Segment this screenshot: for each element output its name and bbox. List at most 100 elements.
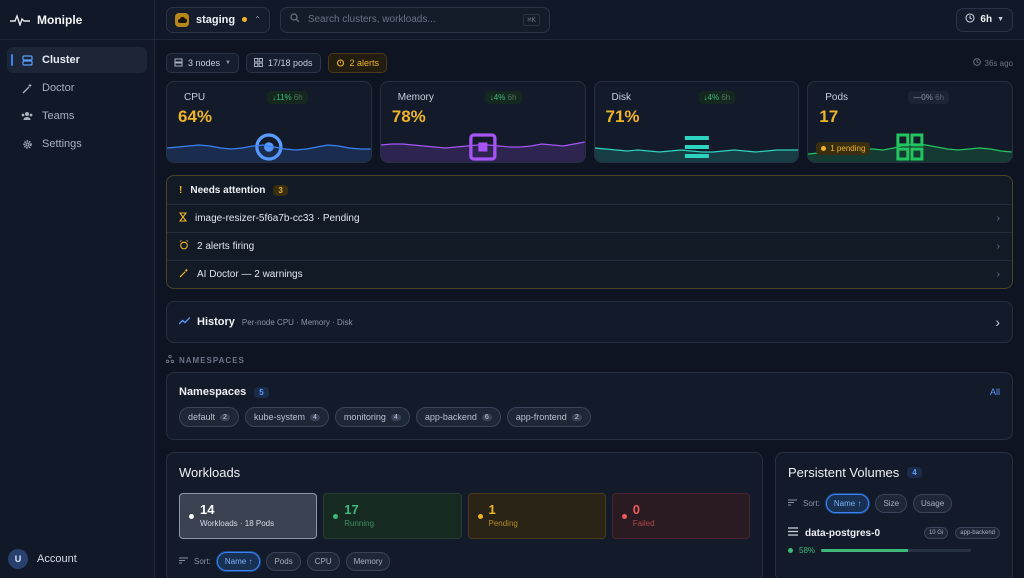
metric-delta: ↓4% 6h (698, 91, 736, 104)
namespace-pill-app-frontend[interactable]: app-frontend 2 (506, 407, 591, 427)
environment-selector[interactable]: staging ⌃ (166, 6, 270, 33)
topbar: staging ⌃ ⌘K 6h ▼ (155, 0, 1024, 40)
sidebar-item-settings[interactable]: Settings (7, 131, 147, 157)
magic-wand-icon (179, 268, 189, 281)
bottom-panels: Workloads 14 Workloads · 18 Pods 17 Runnin… (166, 452, 1013, 578)
stat-failed[interactable]: 0 Failed (611, 493, 750, 539)
sidebar-item-teams[interactable]: Teams (7, 103, 147, 129)
last-updated-text: 36s ago (984, 58, 1013, 68)
gear-icon (21, 138, 33, 150)
sort-label: Sort: (194, 557, 211, 566)
stat-label: Running (344, 519, 375, 528)
sidebar-item-cluster[interactable]: Cluster (7, 47, 147, 73)
usage-bar-fill (821, 549, 909, 552)
sparkline-line (167, 145, 371, 150)
attention-item-alerts[interactable]: 2 alerts firing › (167, 232, 1012, 260)
sparkline (594, 132, 799, 162)
volumes-header: Persistent Volumes 4 (788, 465, 1000, 480)
volume-row[interactable]: data-postgres-0 10 Gi app-backend (788, 527, 1000, 539)
metric-label: Memory (397, 92, 434, 103)
delta-period: 6h (507, 93, 517, 102)
attention-item-pending-pod[interactable]: image-resizer-5f6a7b-cc33 · Pending › (167, 204, 1012, 232)
namespace-pill-monitoring[interactable]: monitoring 4 (334, 407, 410, 427)
metric-card-cpu[interactable]: CPU ↓11% 6h 64% (166, 81, 372, 163)
metric-header: Disk ↓4% 6h (595, 82, 799, 158)
stat-value: 14 (200, 502, 215, 517)
sparkline-area (167, 145, 371, 162)
workloads-card: Workloads 14 Workloads · 18 Pods 17 Runnin… (166, 452, 763, 578)
sort-by-pods-button[interactable]: Pods (266, 552, 301, 571)
account-menu[interactable]: U Account (8, 549, 77, 569)
persistent-volumes-card: Persistent Volumes 4 Sort: Name ↑ Size U… (775, 452, 1013, 578)
status-dot (621, 514, 627, 519)
grid-icon (253, 57, 263, 69)
namespace-count: 4 (390, 413, 401, 421)
sort-label: Sort: (803, 499, 820, 508)
last-updated: 36s ago (972, 58, 1013, 68)
stat-running[interactable]: 17 Running (323, 493, 462, 539)
search-input[interactable] (307, 14, 516, 25)
volume-usage: 58% (788, 546, 1000, 555)
pods-chip[interactable]: 17/18 pods (245, 53, 321, 73)
stat-value: 1 (488, 502, 496, 517)
brand[interactable]: Moniple (0, 0, 154, 40)
volume-name: data-postgres-0 (805, 527, 881, 539)
sidebar: Moniple Cluster Doctor Teams Settings U … (0, 0, 155, 578)
sidebar-item-label: Cluster (42, 54, 80, 66)
sort-by-name-button[interactable]: Name ↑ (216, 552, 261, 571)
chevron-right-icon: › (996, 269, 1000, 280)
status-dot (477, 514, 483, 519)
environment-status-dot (242, 17, 248, 22)
dashboard-content: 3 nodes ▼ 17/18 pods 2 alerts 36s ago (155, 40, 1024, 578)
sparkline-line (381, 142, 585, 148)
server-icon (174, 58, 183, 69)
search-box[interactable]: ⌘K (279, 6, 550, 33)
chevron-right-icon: › (996, 213, 1000, 224)
history-panel[interactable]: History Per-node CPU · Memory · Disk › (166, 301, 1013, 343)
pending-badge: 1 pending (816, 142, 871, 155)
sort-by-cpu-button[interactable]: CPU (306, 552, 340, 571)
pulse-logo-icon (10, 13, 30, 27)
delta-value: —0% (913, 93, 933, 102)
history-title: History (197, 316, 235, 328)
summary-chips: 3 nodes ▼ 17/18 pods 2 alerts 36s ago (166, 53, 1013, 73)
metric-card-pods[interactable]: Pods —0% 6h 17 1 pending (807, 81, 1013, 163)
sparkline (167, 132, 371, 162)
users-icon (21, 110, 33, 122)
sidebar-item-doctor[interactable]: Doctor (7, 75, 147, 101)
metric-card-memory[interactable]: Memory ↓4% 6h 78% (379, 81, 586, 163)
sort-by-size-button[interactable]: Size (875, 494, 908, 513)
chevron-down-icon: ▼ (225, 60, 231, 66)
metric-card-disk[interactable]: Disk ↓4% 6h 71% (593, 81, 800, 163)
metric-value: 78% (391, 107, 426, 126)
metric-cards: CPU ↓11% 6h 64% Memory ↓4% 6h 78% (166, 81, 1013, 163)
status-dot (333, 514, 339, 519)
chevron-down-icon: ▼ (997, 16, 1004, 23)
stat-pending[interactable]: 1 Pending (467, 493, 606, 539)
sort-by-name-button[interactable]: Name ↑ (825, 494, 870, 513)
namespace-count: 2 (220, 413, 230, 421)
network-icon (165, 354, 175, 365)
alerts-count: 2 alerts (349, 58, 380, 68)
sort-by-usage-button[interactable]: Usage (913, 494, 953, 513)
clock-icon (965, 13, 975, 26)
namespaces-card: Namespaces 5 All default 2 kube-system 4 m… (166, 372, 1013, 440)
namespace-pill-kube-system[interactable]: kube-system 4 (244, 407, 329, 427)
namespace-pill-app-backend[interactable]: app-backend 6 (415, 407, 501, 427)
metric-value: 64% (178, 107, 213, 126)
namespace-pill-default[interactable]: default 2 (179, 407, 239, 427)
sort-by-memory-button[interactable]: Memory (345, 552, 391, 571)
attention-item-doctor[interactable]: AI Doctor — 2 warnings › (167, 260, 1012, 288)
metric-value: 71% (605, 107, 640, 126)
time-range-selector[interactable]: 6h ▼ (956, 7, 1013, 32)
alerts-chip[interactable]: 2 alerts (327, 53, 388, 73)
namespace-name: kube-system (253, 412, 305, 422)
needs-attention-count: 3 (273, 184, 288, 196)
nodes-chip[interactable]: 3 nodes ▼ (166, 53, 239, 73)
stat-total[interactable]: 14 Workloads · 18 Pods (179, 493, 318, 539)
stat-label: Workloads · 18 Pods (200, 519, 275, 528)
namespaces-all-link[interactable]: All (989, 387, 1000, 397)
volume-size-tag: 10 Gi (923, 527, 949, 539)
namespaces-title: Namespaces (179, 386, 247, 398)
